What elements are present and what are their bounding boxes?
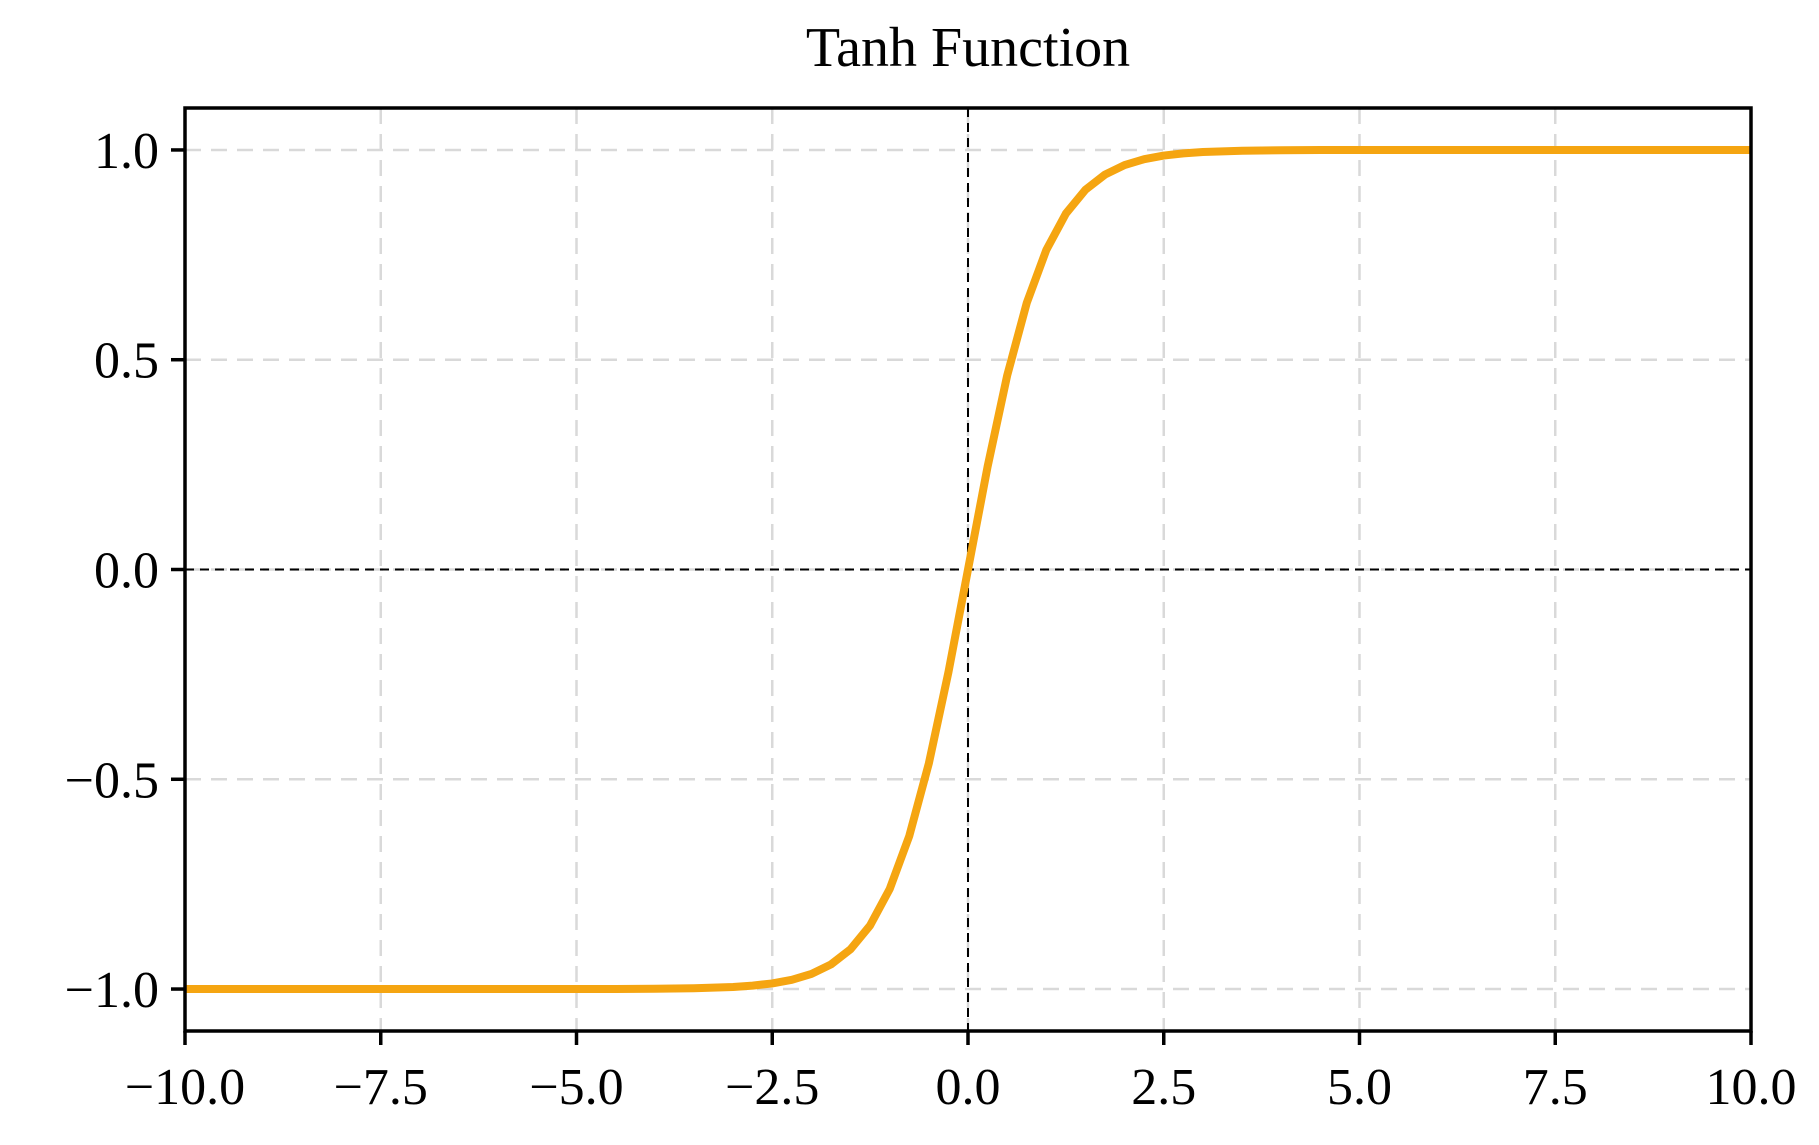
x-tick-label-2: −5.0 (529, 1059, 623, 1116)
x-tick-label-5: 2.5 (1131, 1059, 1196, 1116)
x-tick-label-6: 5.0 (1327, 1059, 1392, 1116)
x-tick-label-3: −2.5 (725, 1059, 819, 1116)
chart-title: Tanh Function (806, 17, 1130, 79)
series-layer (185, 145, 1751, 994)
y-tick-label-3: 0.5 (94, 333, 159, 390)
ticks: −10.0 −7.5 −5.0 −2.5 0.0 2.5 5.0 7.5 10.0 −1.0 −0.… (65, 123, 1797, 1116)
x-tick-label-4: 0.0 (936, 1059, 1001, 1116)
x-tick-label-1: −7.5 (334, 1059, 428, 1116)
x-tick-label-0: −10.0 (125, 1059, 245, 1116)
y-tick-label-0: −1.0 (65, 962, 159, 1019)
x-tick-label-8: 10.0 (1706, 1059, 1797, 1116)
y-tick-label-1: −0.5 (65, 752, 159, 809)
y-tick-label-2: 0.0 (94, 543, 159, 600)
y-tick-label-4: 1.0 (94, 123, 159, 180)
x-tick-label-7: 7.5 (1523, 1059, 1588, 1116)
series-line-0 (185, 145, 1751, 994)
